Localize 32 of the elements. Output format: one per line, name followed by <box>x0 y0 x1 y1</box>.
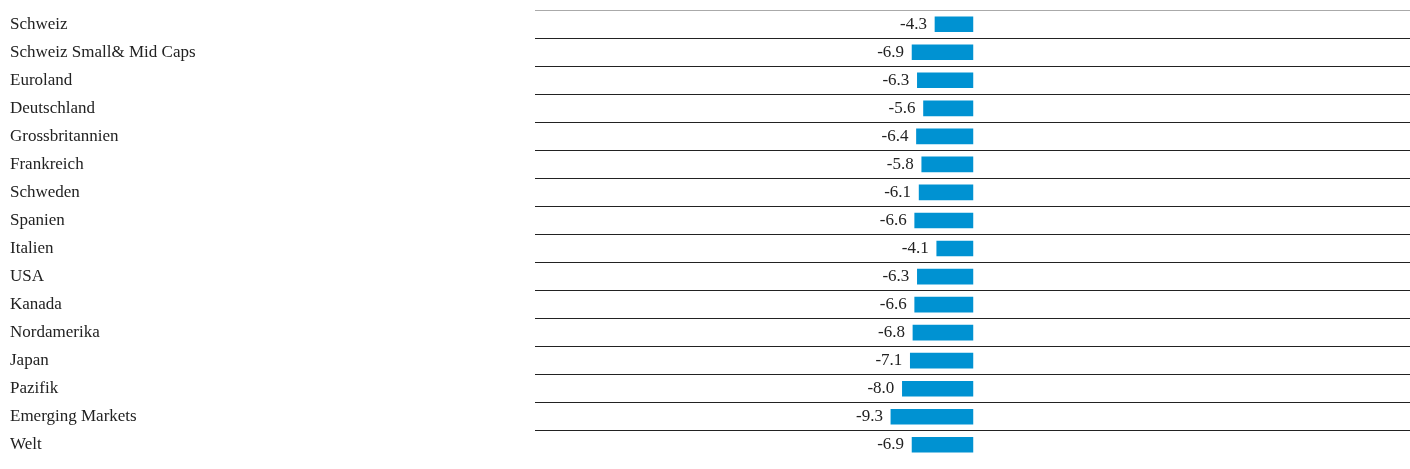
data-label: -5.8 <box>886 153 914 173</box>
y-tick-label: Pazifik <box>10 378 59 398</box>
y-tick-label: Emerging Markets <box>10 406 137 426</box>
y-tick-label: Welt <box>10 434 42 454</box>
data-label: -7.1 <box>875 350 903 370</box>
y-tick-label: Grossbritannien <box>10 125 120 145</box>
y-tick-label: Nordamerika <box>10 322 101 342</box>
y-tick-label: Spanien <box>10 209 66 229</box>
data-label: -4.3 <box>900 13 927 33</box>
data-label: -6.1 <box>884 181 912 201</box>
y-tick-label: USA <box>10 266 45 286</box>
y-tick-label: Euroland <box>10 69 73 89</box>
y-tick-label: Japan <box>10 350 50 370</box>
data-label: -4.1 <box>901 237 929 257</box>
y-tick-label: Frankreich <box>10 153 85 173</box>
data-label: -8.0 <box>867 378 895 398</box>
y-tick-label: Schweden <box>10 181 81 201</box>
y-tick-label: Deutschland <box>10 97 96 117</box>
data-label: -6.9 <box>877 434 905 454</box>
data-label: -6.3 <box>882 266 910 286</box>
data-label: -6.3 <box>882 69 910 89</box>
y-tick-label: Italien <box>10 237 54 257</box>
data-label: -6.4 <box>881 125 909 145</box>
data-label: -6.6 <box>879 209 907 229</box>
data-label: -6.6 <box>879 294 907 314</box>
data-label: -6.9 <box>877 41 905 61</box>
y-tick-label: Kanada <box>10 294 63 314</box>
data-label: -9.3 <box>855 406 883 426</box>
y-tick-label: Schweiz Small& Mid Caps <box>10 41 196 61</box>
data-label: -5.6 <box>888 97 916 117</box>
data-label: -6.8 <box>878 322 905 342</box>
y-tick-label: Schweiz <box>10 13 69 33</box>
